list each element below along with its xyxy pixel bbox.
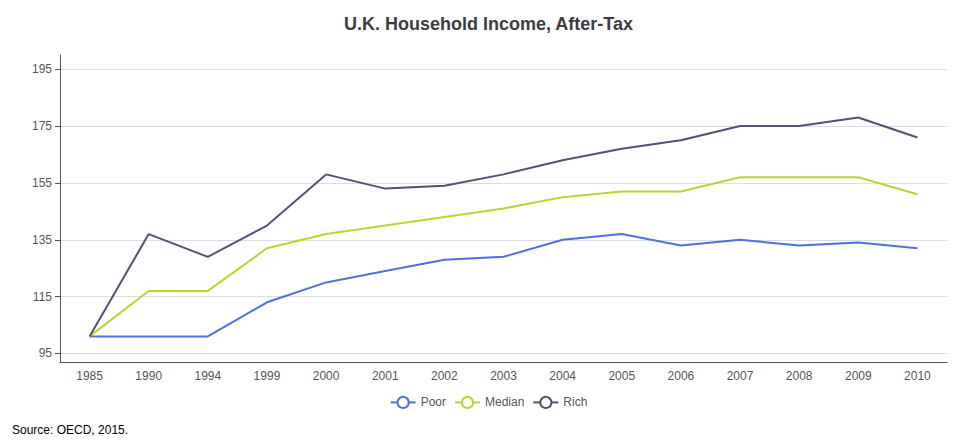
svg-text:Median: Median [485,395,524,409]
svg-text:1994: 1994 [194,369,221,383]
svg-text:2006: 2006 [668,369,695,383]
svg-text:175: 175 [32,119,52,133]
svg-text:2008: 2008 [786,369,813,383]
svg-text:2005: 2005 [608,369,635,383]
svg-text:2001: 2001 [372,369,399,383]
svg-text:1985: 1985 [76,369,103,383]
svg-text:2007: 2007 [727,369,754,383]
svg-text:155: 155 [32,176,52,190]
svg-text:Poor: Poor [421,395,446,409]
svg-text:2000: 2000 [313,369,340,383]
svg-text:95: 95 [39,346,53,360]
svg-text:Source: OECD, 2015.: Source: OECD, 2015. [12,423,128,437]
svg-text:115: 115 [33,290,52,304]
svg-text:2002: 2002 [431,369,458,383]
svg-text:2009: 2009 [845,369,872,383]
svg-text:195: 195 [32,62,52,76]
svg-text:2004: 2004 [549,369,576,383]
svg-text:2003: 2003 [490,369,517,383]
svg-text:1990: 1990 [135,369,162,383]
svg-text:U.K. Household Income, After-T: U.K. Household Income, After-Tax [344,14,633,34]
svg-text:2010: 2010 [904,369,931,383]
svg-text:135: 135 [32,233,52,247]
svg-text:1999: 1999 [254,369,281,383]
svg-text:Rich: Rich [563,395,587,409]
